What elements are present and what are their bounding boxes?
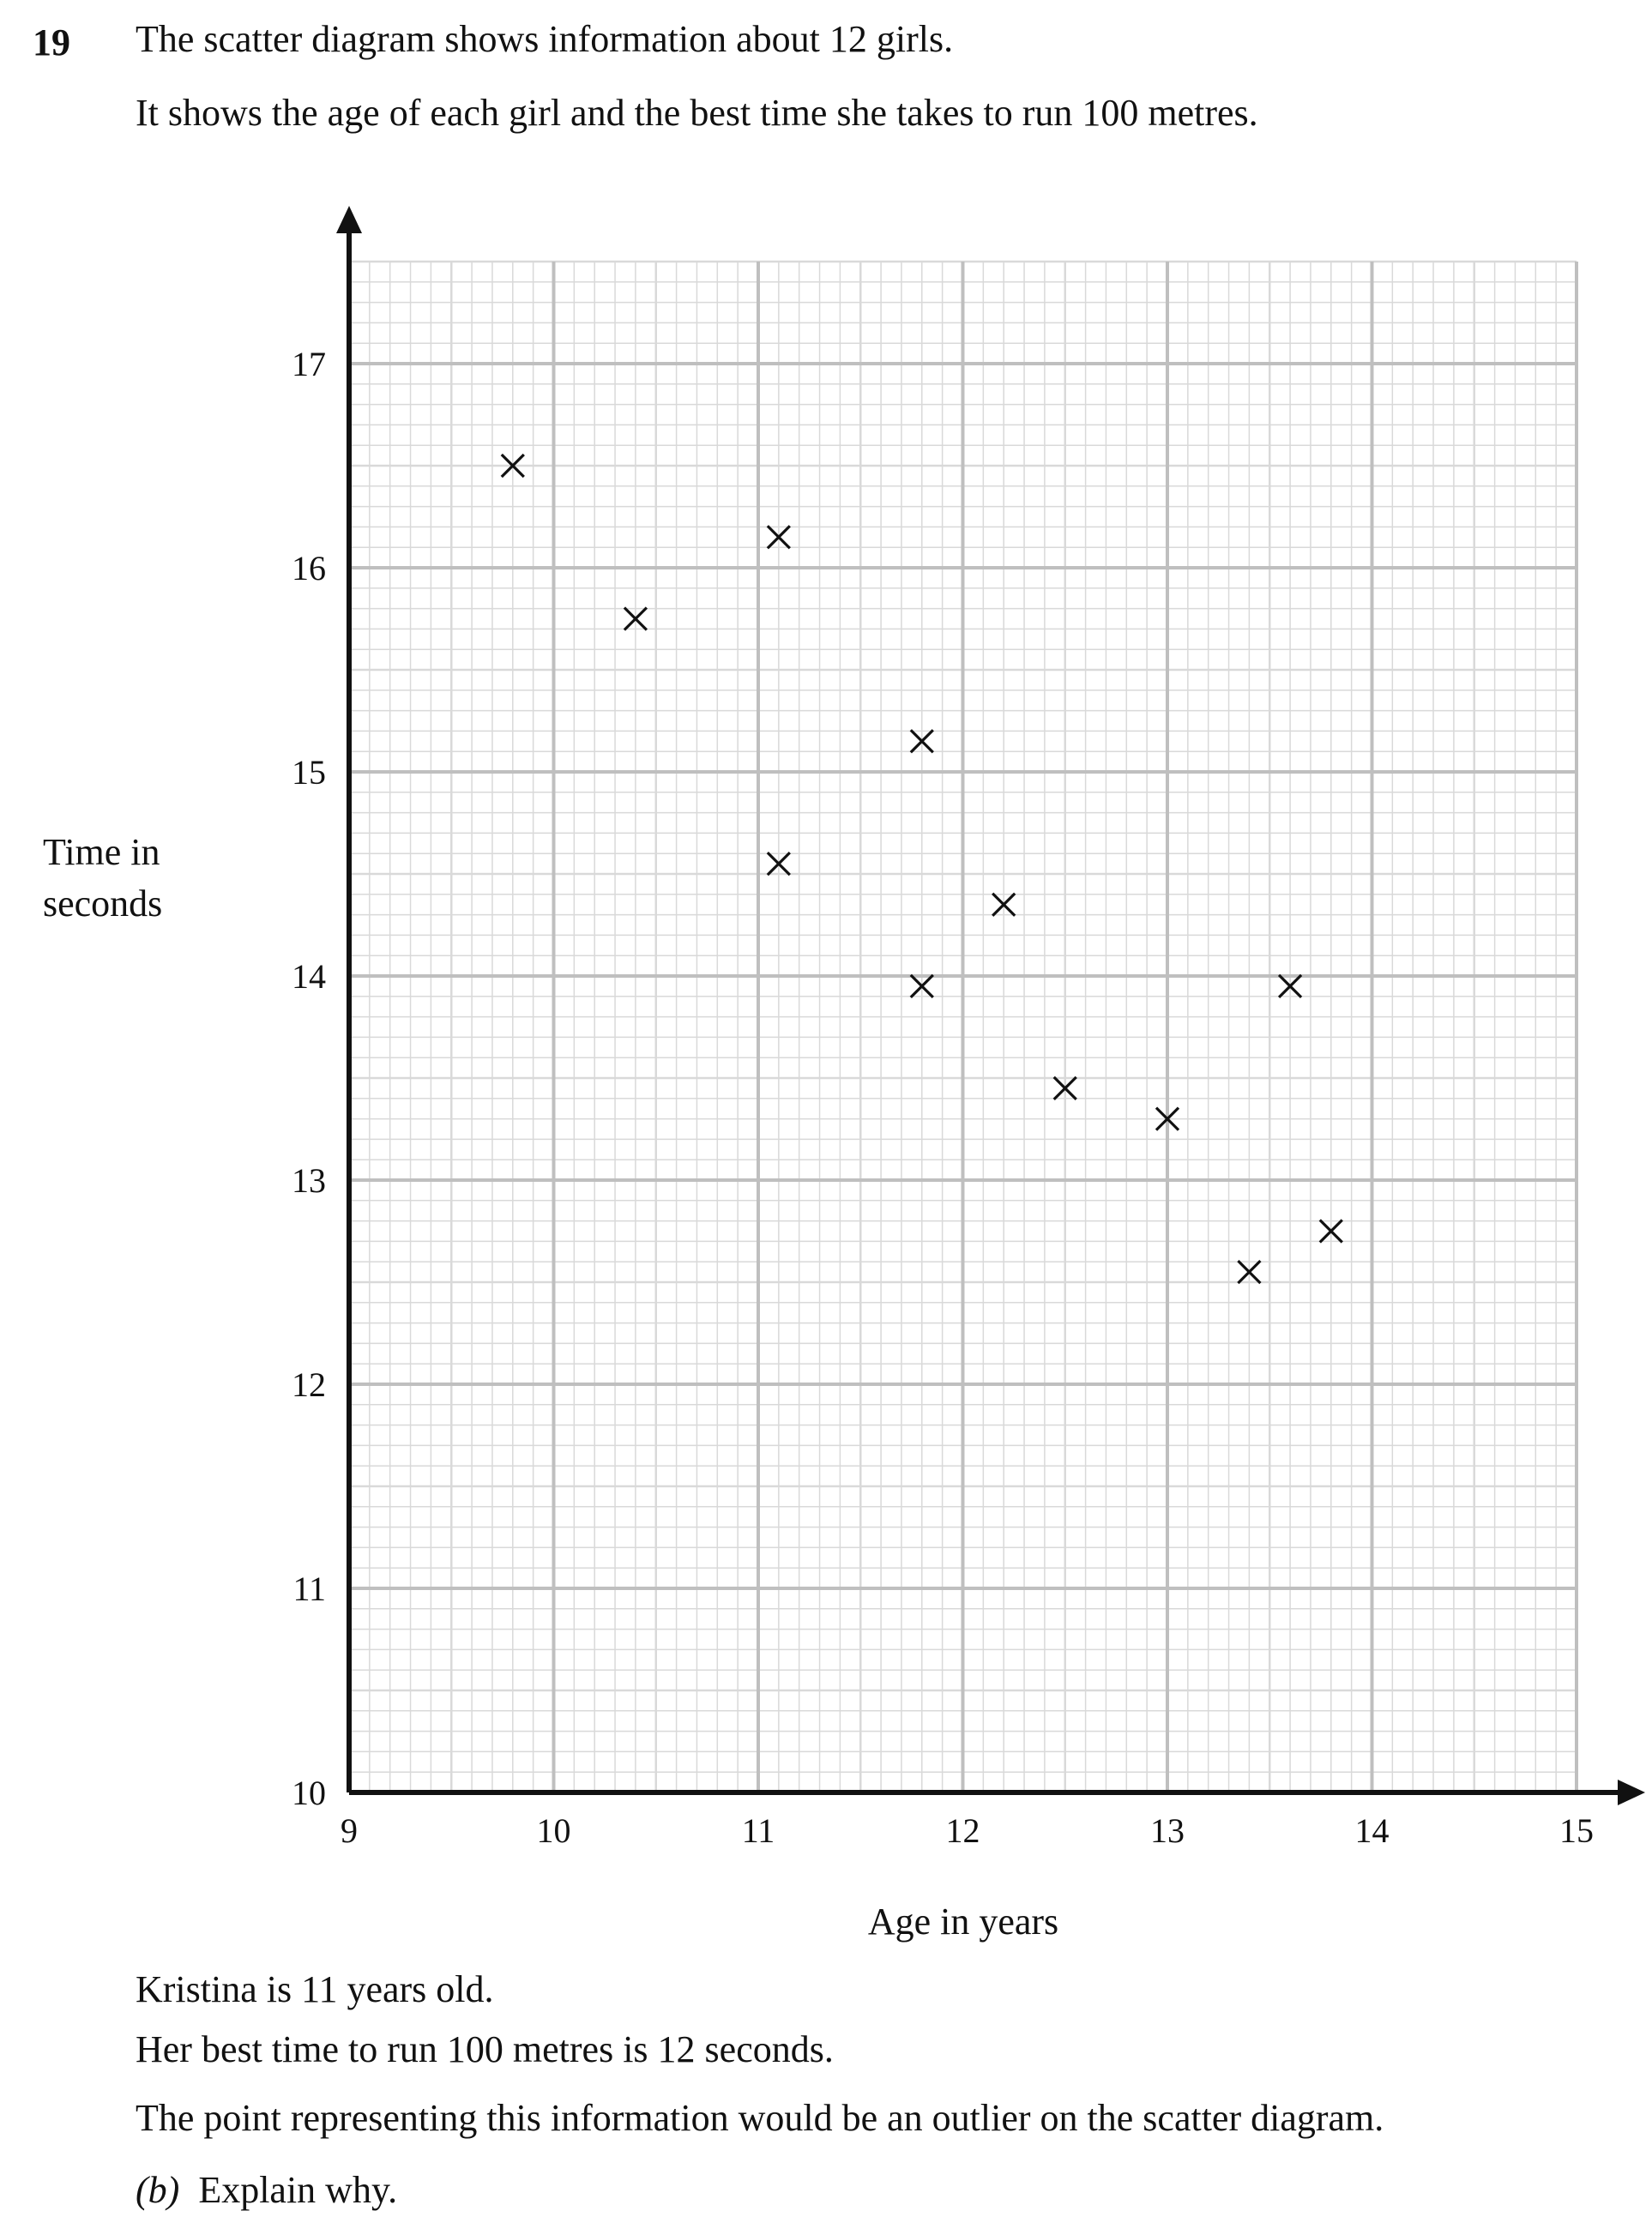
cross-stroke [909,729,934,754]
data-point-cross [500,453,525,479]
part-b-text: Explain why. [198,2169,398,2211]
part-b: (b) Explain why. [136,2172,397,2209]
y-tick-label: 12 [292,1365,326,1404]
cross-stroke [766,525,791,550]
x-tick-label: 12 [946,1811,980,1850]
question-intro-line-2: It shows the age of each girl and the be… [136,92,1258,134]
data-point-cross [766,525,791,550]
cross-stroke [909,973,934,999]
y-axis-arrow [336,206,362,233]
data-point-cross [1277,973,1303,999]
data-point-cross [1052,1075,1077,1101]
x-tick-label: 10 [537,1811,571,1850]
y-tick-label: 16 [292,549,326,587]
data-point-cross [623,606,648,631]
part-b-label: (b) [136,2169,180,2211]
cross-stroke [1155,1106,1180,1131]
y-axis-title-line-2: seconds [43,883,162,925]
x-tick-labels: 9 10 11 12 13 14 15 [341,1811,1594,1850]
y-tick-label: 17 [292,345,326,383]
data-point-cross [1155,1106,1180,1131]
cross-stroke [1318,1219,1343,1244]
question-intro-line-1: The scatter diagram shows information ab… [136,18,954,60]
data-point-cross [909,729,934,754]
x-axis-title: Age in years [868,1901,1058,1943]
data-point-cross [1318,1219,1343,1244]
question-number: 19 [33,21,70,63]
x-tick-label: 11 [742,1811,775,1850]
y-tick-label: 10 [292,1774,326,1812]
y-tick-label: 14 [292,957,326,996]
cross-stroke [766,851,791,877]
x-tick-label: 9 [341,1811,358,1850]
followup-line-1: Kristina is 11 years old. [136,1968,494,2010]
data-point-cross [766,851,791,877]
cross-stroke [1277,973,1303,999]
cross-stroke [1052,1075,1077,1101]
data-points [500,453,1343,1285]
scatter-chart: 9 10 11 12 13 14 15 10 11 12 13 14 15 16 17 Age in ye… [43,206,1645,1943]
data-point-cross [909,973,934,999]
cross-stroke [500,453,525,479]
y-tick-labels: 10 11 12 13 14 15 16 17 [292,345,326,1812]
cross-stroke [1237,1259,1262,1285]
y-tick-label: 11 [292,1569,326,1608]
axes [336,206,1645,1805]
data-point-cross [1237,1259,1262,1285]
followup-line-2: Her best time to run 100 metres is 12 se… [136,2028,834,2070]
x-tick-label: 15 [1559,1811,1594,1850]
followup-line-3: The point representing this information … [136,2097,1384,2139]
y-tick-label: 13 [292,1161,326,1200]
x-tick-label: 13 [1150,1811,1185,1850]
y-tick-label: 15 [292,753,326,792]
x-tick-label: 14 [1355,1811,1390,1850]
y-axis-title-line-1: Time in [43,831,160,873]
x-axis-arrow [1618,1780,1645,1805]
cross-stroke [992,892,1016,917]
data-point-cross [992,892,1016,917]
cross-stroke [623,606,648,631]
